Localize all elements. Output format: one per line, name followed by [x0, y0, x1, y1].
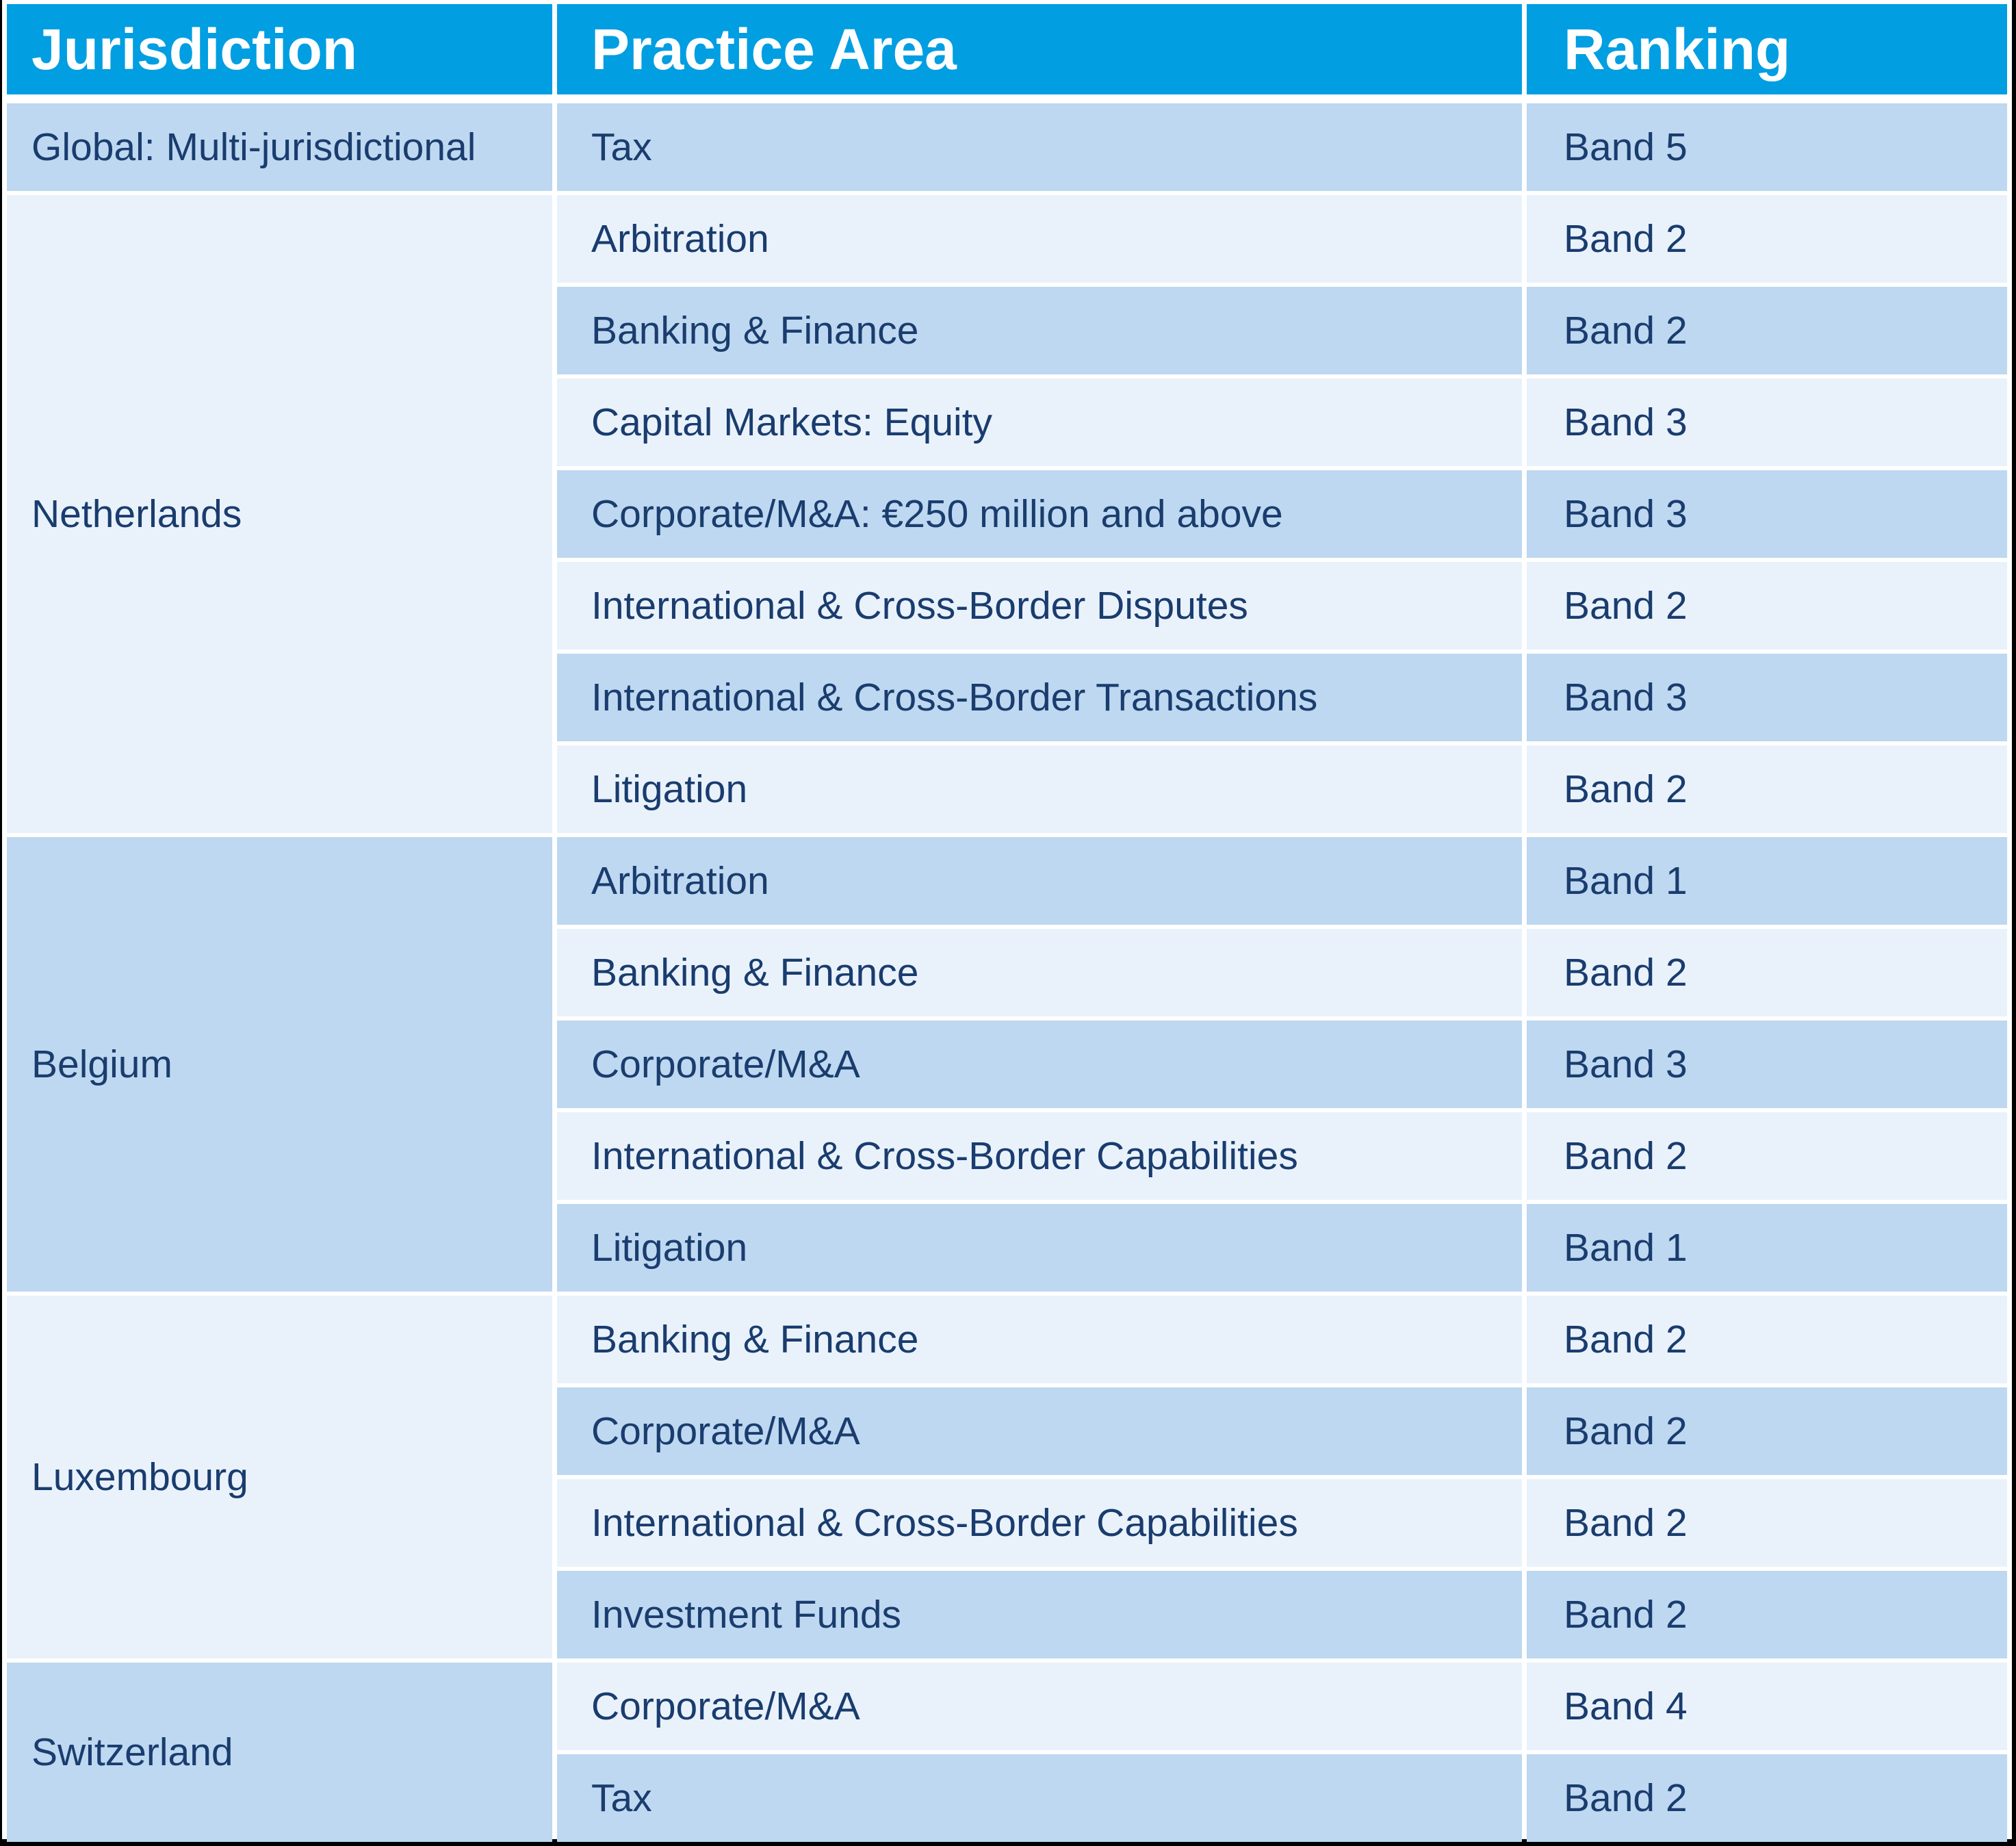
header-row: Jurisdiction Practice Area Ranking: [7, 4, 2007, 99]
practice-area-cell: Tax: [557, 103, 1522, 191]
ranking-cell: Band 2: [1527, 287, 2007, 374]
table-row: Banking & Finance Band 2: [7, 287, 2007, 374]
table-row: Banking & Finance Band 2: [7, 929, 2007, 1016]
jurisdiction-cell: Luxembourg: [7, 1296, 552, 1658]
practice-area-cell: International & Cross-Border Capabilitie…: [557, 1479, 1522, 1567]
ranking-cell: Band 3: [1527, 379, 2007, 466]
jurisdiction-cell: Netherlands: [7, 195, 552, 833]
table-row: Tax Band 2: [7, 1754, 2007, 1842]
column-header-ranking: Ranking: [1527, 4, 2007, 99]
practice-area-cell: Litigation: [557, 745, 1522, 833]
ranking-cell: Band 5: [1527, 103, 2007, 191]
ranking-cell: Band 3: [1527, 654, 2007, 741]
table-row: Belgium Arbitration Band 1: [7, 837, 2007, 1292]
ranking-cell: Band 1: [1527, 1204, 2007, 1292]
practice-area-cell: Banking & Finance: [557, 929, 1522, 1016]
ranking-cell: Band 3: [1527, 470, 2007, 558]
practice-area-cell: Corporate/M&A: [557, 1021, 1522, 1108]
practice-area-cell: Banking & Finance: [557, 287, 1522, 374]
table-row: Netherlands Arbitration Band 2: [7, 195, 2007, 833]
column-header-practice-area: Practice Area: [557, 4, 1522, 99]
practice-area-cell: International & Cross-Border Transaction…: [557, 654, 1522, 741]
ranking-cell: Band 3: [1527, 1021, 2007, 1108]
ranking-cell: Band 4: [1527, 1663, 2007, 1750]
practice-area-cell: Corporate/M&A: €250 million and above: [557, 470, 1522, 558]
ranking-cell: Band 2: [1527, 1387, 2007, 1475]
ranking-cell: Band 2: [1527, 929, 2007, 1016]
table-row: International & Cross-Border Disputes Ba…: [7, 562, 2007, 650]
ranking-cell: Band 2: [1527, 1296, 2007, 1383]
ranking-cell: Band 2: [1527, 1571, 2007, 1658]
ranking-cell: Band 2: [1527, 195, 2007, 283]
table-row: International & Cross-Border Capabilitie…: [7, 1112, 2007, 1200]
table-row: Corporate/M&A: €250 million and above Ba…: [7, 470, 2007, 558]
table-row: International & Cross-Border Capabilitie…: [7, 1479, 2007, 1567]
jurisdiction-cell: Switzerland: [7, 1663, 552, 1842]
table-row: Switzerland Corporate/M&A Band 4: [7, 1663, 2007, 1842]
ranking-cell: Band 1: [1527, 837, 2007, 925]
column-header-jurisdiction: Jurisdiction: [7, 4, 552, 99]
table-row: Luxembourg Banking & Finance Band 2: [7, 1296, 2007, 1658]
jurisdiction-cell: Belgium: [7, 837, 552, 1292]
table-row: Litigation Band 2: [7, 745, 2007, 833]
table-row: Global: Multi-jurisdictional Tax Band 5: [7, 103, 2007, 191]
ranking-cell: Band 2: [1527, 1479, 2007, 1567]
table-row: Corporate/M&A Band 3: [7, 1021, 2007, 1108]
ranking-cell: Band 2: [1527, 1112, 2007, 1200]
practice-area-cell: International & Cross-Border Disputes: [557, 562, 1522, 650]
table-row: International & Cross-Border Transaction…: [7, 654, 2007, 741]
practice-area-cell: Investment Funds: [557, 1571, 1522, 1658]
table-row: Investment Funds Band 2: [7, 1571, 2007, 1658]
jurisdiction-cell: Global: Multi-jurisdictional: [7, 103, 552, 191]
ranking-cell: Band 2: [1527, 745, 2007, 833]
table-row: Litigation Band 1: [7, 1204, 2007, 1292]
table-row: Corporate/M&A Band 2: [7, 1387, 2007, 1475]
practice-area-cell: Capital Markets: Equity: [557, 379, 1522, 466]
practice-area-cell: Corporate/M&A: [557, 1663, 1522, 1750]
practice-area-cell: Arbitration: [557, 195, 1522, 283]
practice-area-cell: Corporate/M&A: [557, 1387, 1522, 1475]
practice-area-cell: Arbitration: [557, 837, 1522, 925]
practice-area-cell: Tax: [557, 1754, 1522, 1842]
practice-area-cell: Banking & Finance: [557, 1296, 1522, 1383]
practice-area-cell: Litigation: [557, 1204, 1522, 1292]
ranking-cell: Band 2: [1527, 1754, 2007, 1842]
table-row: Capital Markets: Equity Band 3: [7, 379, 2007, 466]
ranking-cell: Band 2: [1527, 562, 2007, 650]
practice-area-cell: International & Cross-Border Capabilitie…: [557, 1112, 1522, 1200]
